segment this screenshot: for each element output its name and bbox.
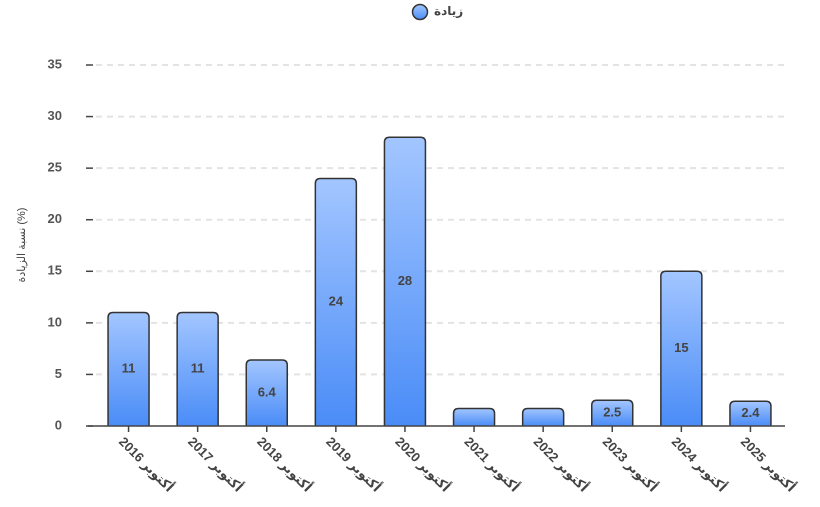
bar (452, 407, 496, 426)
x-tick-label: أكتوبر 2021 (461, 433, 523, 495)
value-label: 24 (329, 294, 344, 309)
legend-swatch[interactable] (411, 3, 429, 21)
value-label: 11 (191, 361, 205, 376)
y-tick-label: 25 (48, 160, 62, 175)
bar (245, 359, 288, 426)
bar (521, 407, 565, 426)
bar (107, 311, 150, 426)
bar (383, 136, 427, 426)
x-tick-label: أكتوبر 2017 (185, 433, 247, 495)
x-tick-label: أكتوبر 2023 (600, 433, 662, 495)
x-tick-label: أكتوبر 2018 (254, 433, 316, 495)
value-label: 6.4 (258, 384, 277, 399)
x-tick-label: أكتوبر 2020 (392, 433, 454, 495)
legend-label[interactable]: زيادة (434, 4, 463, 18)
x-tick-label: أكتوبر 2016 (116, 433, 178, 495)
bar (660, 270, 703, 426)
x-tick-label: أكتوبر 2025 (738, 433, 800, 495)
y-tick-label: 10 (48, 314, 62, 329)
x-tick-label: أكتوبر 2022 (531, 433, 593, 495)
y-tick-label: 20 (48, 211, 62, 226)
bar (314, 177, 358, 426)
y-tick-label: 5 (55, 366, 62, 381)
y-tick-label: 35 (48, 56, 62, 71)
x-tick-label: أكتوبر 2019 (323, 433, 385, 495)
value-label: 28 (398, 273, 412, 288)
y-axis-title: نسبة الزيادة (%) (16, 208, 28, 283)
value-label: 2.4 (741, 405, 760, 420)
value-label: 15 (674, 340, 688, 355)
bar (591, 399, 634, 426)
value-label: 11 (122, 361, 136, 376)
y-tick-label: 0 (55, 417, 62, 432)
y-tick-label: 15 (48, 263, 62, 278)
x-tick-label: أكتوبر 2024 (669, 433, 731, 495)
bar (176, 311, 219, 426)
bar (729, 400, 772, 426)
y-tick-label: 30 (48, 108, 62, 123)
value-label: 2.5 (603, 405, 621, 420)
